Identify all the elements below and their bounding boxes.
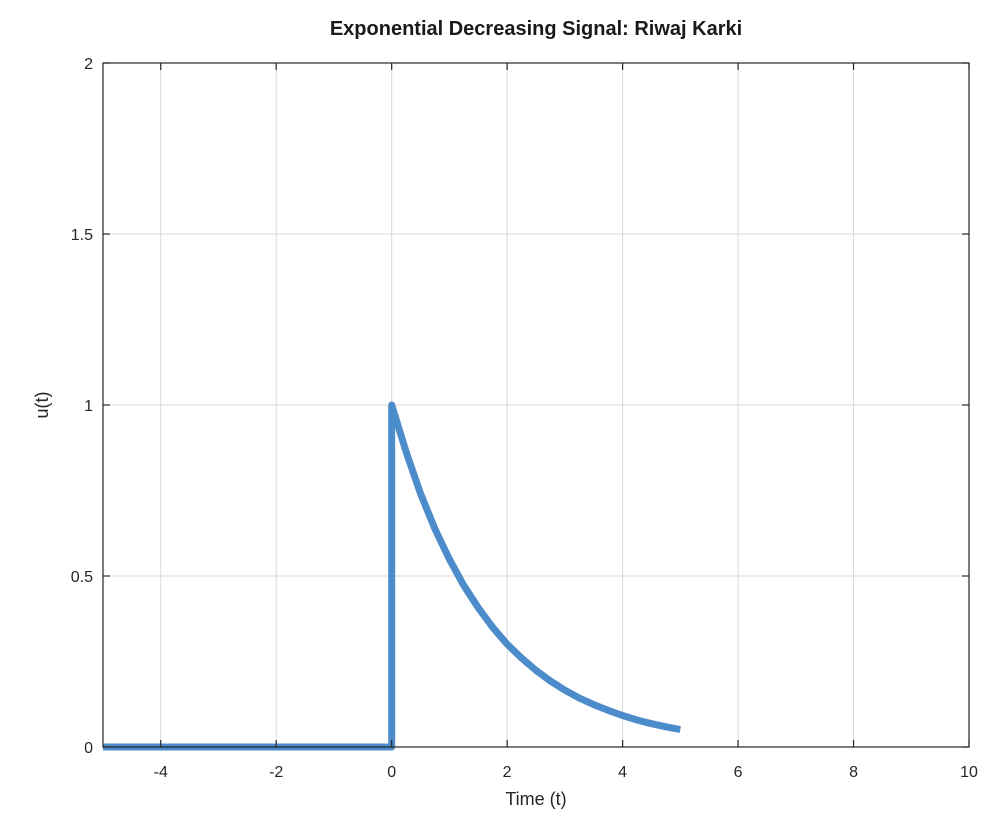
x-tick-label: 8 xyxy=(849,764,858,781)
y-axis-label: u(t) xyxy=(32,392,52,419)
y-tick-label: 1 xyxy=(84,398,93,415)
x-tick-label: 10 xyxy=(960,764,978,781)
tick-layer: -4 -2 0 2 4 6 8 10 0 0.5 1 1.5 2 xyxy=(71,56,978,781)
x-tick-label: 4 xyxy=(618,764,627,781)
signal-line xyxy=(103,401,681,751)
x-tick-label: 6 xyxy=(734,764,743,781)
chart-title: Exponential Decreasing Signal: Riwaj Kar… xyxy=(330,18,742,40)
series-layer xyxy=(103,401,681,751)
y-tick-label: 1.5 xyxy=(71,227,93,244)
x-tick-label: 2 xyxy=(503,764,512,781)
x-tick-label: 0 xyxy=(387,764,396,781)
grid-layer xyxy=(103,62,970,748)
x-tick-label: -4 xyxy=(154,764,168,781)
y-tick-label: 0.5 xyxy=(71,569,93,586)
x-tick-label: -2 xyxy=(269,764,283,781)
y-tick-label: 0 xyxy=(84,740,93,757)
x-axis-label: Time (t) xyxy=(505,789,566,809)
y-tick-label: 2 xyxy=(84,56,93,73)
